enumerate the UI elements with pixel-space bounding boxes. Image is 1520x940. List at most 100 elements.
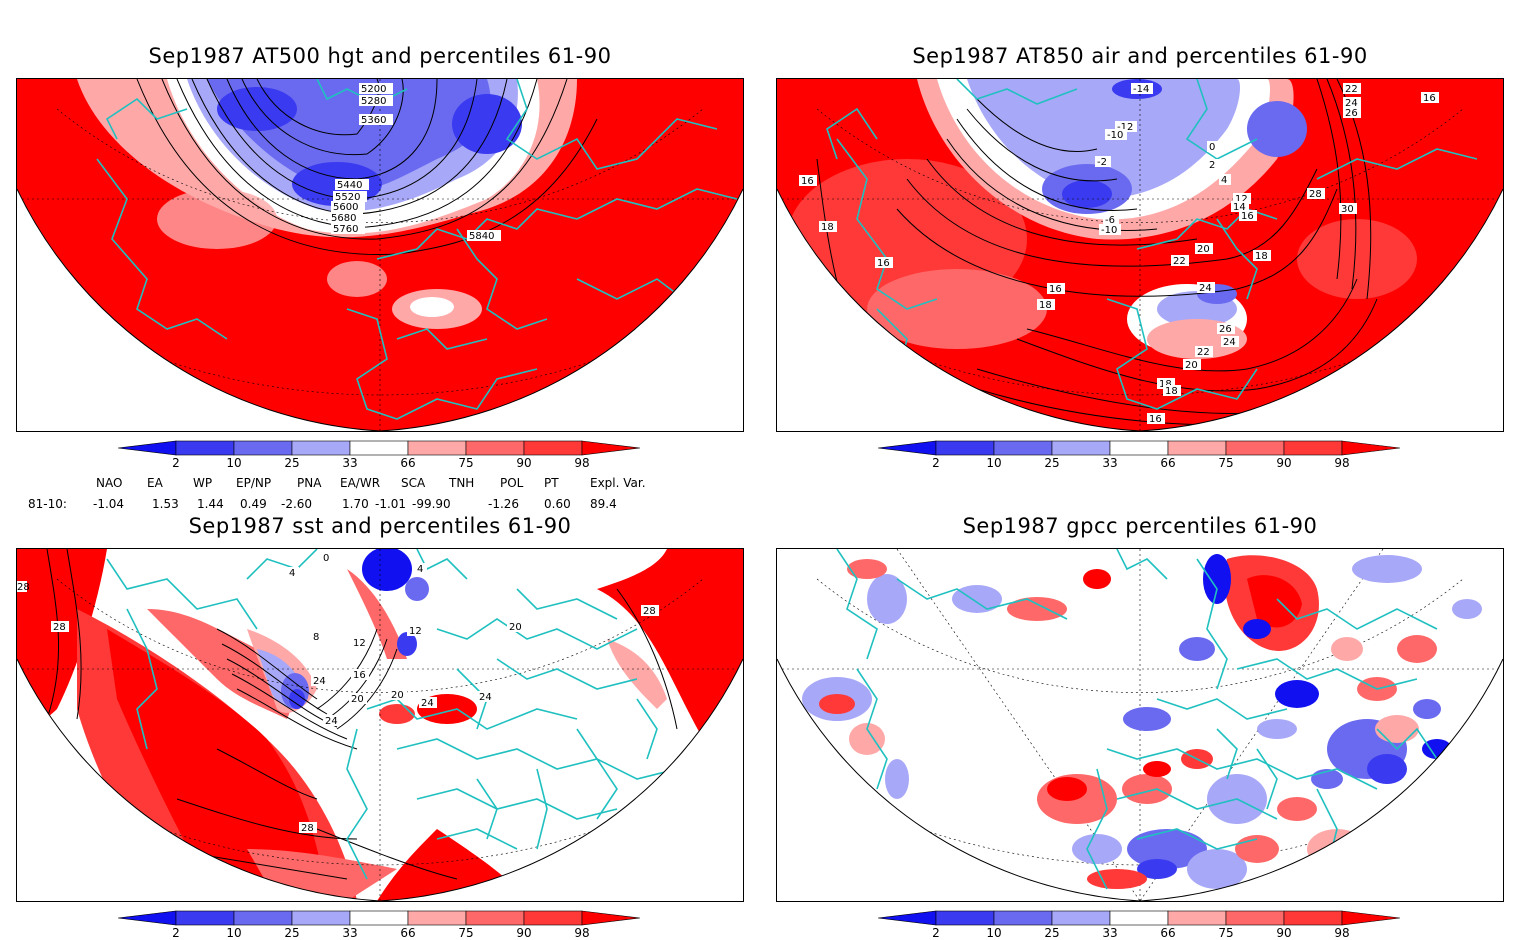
colorbar-swatch: [1225, 440, 1285, 456]
colorbar-label: 98: [574, 456, 590, 470]
colorbar-swatch: [117, 910, 177, 926]
contour-label: 24: [1199, 283, 1212, 294]
contour-label: 5680: [331, 213, 356, 224]
colorbar-swatch: [1341, 440, 1401, 456]
contour-label: 28: [301, 823, 314, 834]
contour-label: 16: [353, 670, 366, 681]
contour-label: 18: [1255, 251, 1268, 262]
colorbar-swatch: [1051, 440, 1111, 456]
colorbar-swatch: [1051, 910, 1111, 926]
colorbar-label: 66: [400, 926, 416, 940]
index-header: NAO: [96, 476, 123, 490]
colorbar-label: 66: [1160, 456, 1176, 470]
colorbar-swatch: [1225, 910, 1285, 926]
index-value: 0.49: [240, 497, 267, 511]
contour-label: 16: [1149, 414, 1162, 425]
colorbar-label: 2: [172, 926, 180, 940]
colorbar-label: 75: [1218, 926, 1234, 940]
colorbar-label: 75: [1218, 456, 1234, 470]
colorbar-swatch: [291, 910, 351, 926]
colorbar-swatch: [1283, 910, 1343, 926]
colorbar-label: 33: [1102, 926, 1118, 940]
colorbar-label: 98: [1334, 926, 1350, 940]
contour-label: 24: [313, 676, 326, 687]
contour-label: 18: [1039, 300, 1052, 311]
contour-label: 5600: [333, 202, 358, 213]
colorbar-swatch: [349, 910, 409, 926]
colorbar-swatch: [407, 910, 467, 926]
colorbar-label: 2: [172, 456, 180, 470]
contour-label: 16: [1049, 284, 1062, 295]
colorbar-swatch: [465, 440, 525, 456]
contour-label: 24: [1345, 98, 1358, 109]
contour-label: 28: [643, 606, 656, 617]
colorbar-label: 98: [574, 926, 590, 940]
contour-label: 28: [17, 582, 30, 593]
contour-label: 30: [1341, 204, 1354, 215]
colorbar-label: 66: [1160, 926, 1176, 940]
colorbar-label: 25: [1044, 926, 1060, 940]
colorbar-label: 90: [516, 926, 532, 940]
colorbar-swatch: [175, 910, 235, 926]
colorbar-label: 75: [458, 926, 474, 940]
colorbar-swatch: [523, 910, 583, 926]
index-value: -99.90: [412, 497, 451, 511]
map-panel-air850: -14 -12 -10 -2 0 2 4 -6 -10 16 18 16 12 …: [776, 78, 1504, 432]
contour-label: 18: [1165, 386, 1178, 397]
colorbar-label: 10: [226, 926, 242, 940]
index-header: PNA: [297, 476, 322, 490]
index-header: Expl. Var.: [590, 476, 646, 490]
colorbar-label: 90: [1276, 926, 1292, 940]
index-value: 89.4: [590, 497, 617, 511]
index-value: -2.60: [281, 497, 313, 511]
colorbar-p1: 2 10 25 33 66 75 90 98: [117, 440, 641, 470]
index-row-label: 81-10:: [28, 497, 67, 511]
colorbar-swatch: [581, 910, 641, 926]
index-value: -1.04: [93, 497, 125, 511]
index-value: -1.26: [488, 497, 520, 511]
contour-label: 28: [1309, 189, 1322, 200]
colorbar-swatch: [349, 440, 409, 456]
contour-label: 16: [801, 176, 814, 187]
colorbar-p3: 2 10 25 33 66 75 90 98: [117, 910, 641, 940]
contour-label: -14: [1133, 84, 1149, 95]
colorbar-swatch: [1109, 440, 1169, 456]
contour-label: 5280: [361, 96, 386, 107]
index-header: EP/NP: [236, 476, 272, 490]
index-value: 1.53: [152, 497, 179, 511]
panel-title-p4: Sep1987 gpcc percentiles 61-90: [962, 514, 1318, 538]
colorbar-label: 2: [932, 456, 940, 470]
colorbar-swatch: [877, 910, 937, 926]
contour-label: 24: [421, 698, 434, 709]
colorbar-label: 66: [400, 456, 416, 470]
contour-label: 12: [1235, 194, 1248, 205]
colorbar-swatch: [233, 440, 293, 456]
contour-label: 26: [1219, 324, 1232, 335]
contour-label: -10: [1107, 130, 1123, 141]
colorbar-label: 10: [226, 456, 242, 470]
contour-label: 5520: [335, 192, 360, 203]
contour-label: 20: [509, 622, 522, 633]
contour-label: -12: [1117, 122, 1133, 133]
index-header: TNH: [449, 476, 475, 490]
colorbar-swatch: [1109, 910, 1169, 926]
contour-label: 0: [323, 553, 329, 564]
colorbar-swatch: [233, 910, 293, 926]
colorbar-swatch: [175, 440, 235, 456]
contour-label: 0: [1209, 142, 1215, 153]
contour-label: 24: [1223, 337, 1236, 348]
colorbar-swatches: [117, 440, 641, 456]
colorbar-p4: 2 10 25 33 66 75 90 98: [877, 910, 1401, 940]
contour-label: 28: [53, 622, 66, 633]
colorbar-swatch: [993, 910, 1053, 926]
colorbar-label: 25: [284, 456, 300, 470]
colorbar-label: 33: [342, 456, 358, 470]
contour-label: 22: [1197, 347, 1210, 358]
index-header: WP: [193, 476, 213, 490]
contour-label: 18: [1159, 379, 1172, 390]
map-panel-gpcc: [776, 548, 1504, 902]
colorbar-label: 25: [1044, 456, 1060, 470]
panel-title-p3: Sep1987 sst and percentiles 61-90: [188, 514, 572, 538]
contour-label: 4: [417, 564, 423, 575]
contour-label: 24: [479, 692, 492, 703]
